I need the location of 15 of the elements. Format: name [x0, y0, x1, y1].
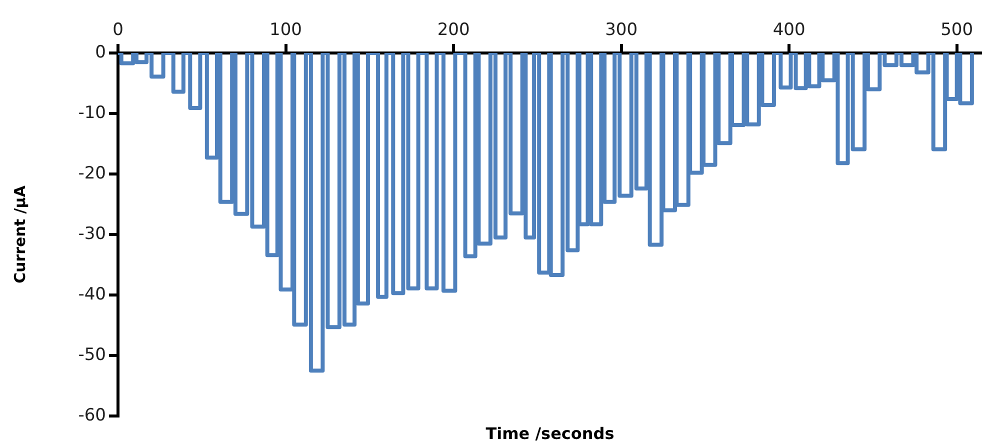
- y-axis-title: Current /µA: [10, 185, 29, 284]
- x-axis-title: Time /seconds: [484, 424, 616, 443]
- x-tick-label: 500: [940, 20, 974, 40]
- y-tick-label: -10: [78, 102, 106, 123]
- y-tick-label: 0: [95, 42, 106, 62]
- y-tick-label: -60: [78, 405, 106, 426]
- x-tick-label: 300: [605, 20, 638, 40]
- y-tick-label: -40: [78, 284, 106, 304]
- x-tick-label: 400: [772, 20, 806, 40]
- y-tick-label: -20: [78, 163, 106, 184]
- y-tick-label: -30: [78, 224, 106, 244]
- x-tick-label: 200: [437, 20, 470, 40]
- y-tick-label: -50: [78, 344, 106, 365]
- x-tick-label: 100: [270, 20, 302, 40]
- x-tick-label: 0: [112, 20, 124, 40]
